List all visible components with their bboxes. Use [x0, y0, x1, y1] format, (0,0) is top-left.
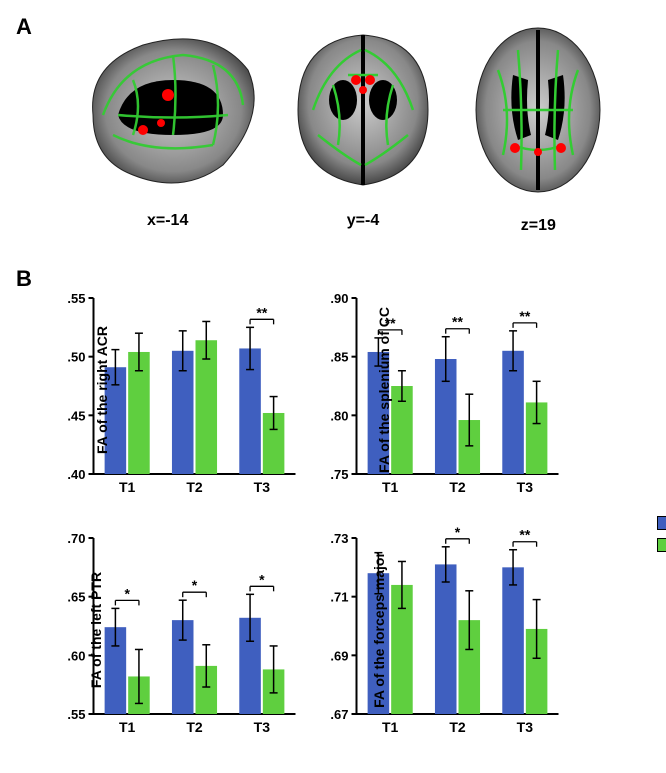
- legend-swatch-tbi: [657, 538, 666, 552]
- chart-forceps: FA of the forceps major .67 .69 .71 .73 T1 * T…: [313, 520, 566, 740]
- panel-a-label: A: [16, 14, 32, 40]
- svg-text:T2: T2: [186, 719, 203, 735]
- svg-text:.80: .80: [330, 408, 348, 423]
- brain-caption: y=-4: [288, 212, 438, 230]
- svg-text:*: *: [192, 577, 198, 593]
- svg-text:**: **: [519, 308, 530, 324]
- legend-tbi: mild TBI: [657, 537, 666, 553]
- chart-ptr: FA of the left PTR .55 .60 .65 .70 * T1 * T2 * T3: [50, 520, 303, 740]
- svg-text:.71: .71: [330, 590, 348, 605]
- svg-text:.90: .90: [330, 291, 348, 306]
- svg-text:.85: .85: [330, 350, 348, 365]
- panel-b-label: B: [16, 266, 32, 292]
- svg-text:T3: T3: [517, 719, 534, 735]
- brain-sagittal-icon: [73, 25, 263, 195]
- svg-text:T3: T3: [254, 479, 271, 495]
- y-label: FA of the right ACR: [94, 326, 110, 454]
- svg-text:.45: .45: [67, 408, 85, 423]
- svg-text:.70: .70: [67, 531, 85, 546]
- svg-text:.73: .73: [330, 531, 348, 546]
- svg-text:.65: .65: [67, 590, 85, 605]
- y-label: FA of the forceps major: [371, 552, 387, 708]
- svg-text:T1: T1: [382, 479, 399, 495]
- svg-text:.55: .55: [67, 707, 85, 722]
- svg-text:**: **: [452, 314, 463, 330]
- y-label: FA of the splenium of CC: [376, 307, 392, 473]
- svg-text:T2: T2: [449, 719, 466, 735]
- legend-swatch-control: [657, 516, 666, 530]
- svg-text:*: *: [259, 571, 265, 587]
- svg-text:.75: .75: [330, 467, 348, 482]
- svg-text:T3: T3: [254, 719, 271, 735]
- svg-text:T2: T2: [449, 479, 466, 495]
- svg-text:*: *: [455, 524, 461, 540]
- svg-text:T3: T3: [517, 479, 534, 495]
- brain-caption: z=19: [463, 217, 613, 235]
- panel-a: A: [10, 10, 656, 270]
- svg-text:.50: .50: [67, 350, 85, 365]
- brain-coronal-icon: [288, 25, 438, 195]
- svg-text:.55: .55: [67, 291, 85, 306]
- svg-text:.67: .67: [330, 707, 348, 722]
- legend: Control mild TBI: [657, 515, 666, 559]
- chart-svg: .40 .45 .50 .55 T1 T2 ** T3: [50, 280, 303, 500]
- svg-text:*: *: [124, 585, 130, 601]
- brain-axial-icon: [463, 20, 613, 200]
- panel-b: B FA of the right ACR .40.45.50.55T1T2**…: [10, 270, 656, 750]
- brain-row: x=-14: [10, 10, 656, 235]
- chart-splenium: FA of the splenium of CC .75 .80 .85 .90 ** T…: [313, 280, 566, 500]
- svg-text:**: **: [519, 527, 530, 543]
- y-label: FA of the left PTR: [88, 572, 104, 688]
- brain-sagittal: x=-14: [73, 25, 263, 230]
- svg-text:T1: T1: [119, 479, 136, 495]
- figure: A: [10, 10, 656, 750]
- svg-text:T1: T1: [382, 719, 399, 735]
- svg-text:.40: .40: [67, 467, 85, 482]
- brain-axial: z=19: [463, 20, 613, 235]
- chart-acr: FA of the right ACR .40 .45 .50 .55 T1 T2 ** T3: [50, 280, 303, 500]
- svg-text:T1: T1: [119, 719, 136, 735]
- chart-svg: .67 .69 .71 .73 T1 * T2 ** T3: [313, 520, 566, 740]
- svg-text:**: **: [256, 304, 267, 320]
- chart-svg: .75.80.85.90**T1**T2**T3: [313, 280, 566, 500]
- svg-text:T2: T2: [186, 479, 203, 495]
- brain-coronal: y=-4: [288, 25, 438, 230]
- charts-grid: FA of the right ACR .40.45.50.55T1T2**T3…: [10, 270, 656, 750]
- legend-control: Control: [657, 515, 666, 531]
- brain-caption: x=-14: [73, 212, 263, 230]
- svg-text:.60: .60: [67, 648, 85, 663]
- svg-text:.69: .69: [330, 648, 348, 663]
